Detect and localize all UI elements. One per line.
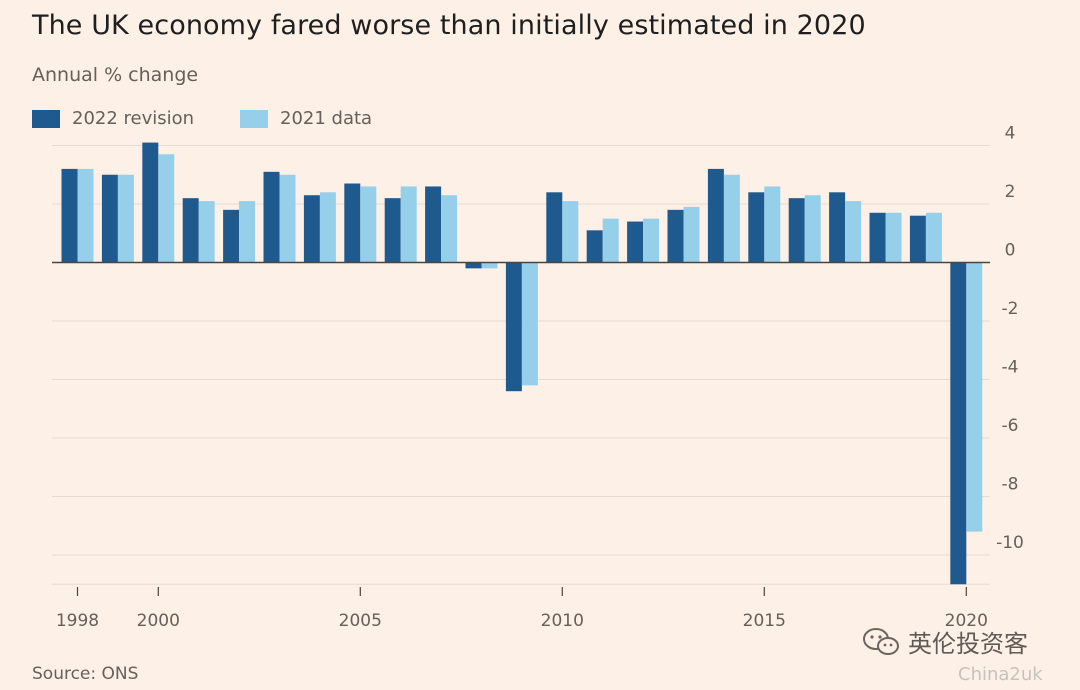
bar-2022-revision-2003	[263, 171, 280, 263]
legend-item-2021-data: 2021 data	[240, 108, 372, 129]
bar-2022-revision-2000	[142, 142, 159, 263]
bar-2021-data-2019	[925, 212, 942, 263]
bar-2022-revision-2004	[303, 195, 320, 263]
bar-2022-revision-2017	[829, 192, 846, 263]
y-tick-label: 2	[1005, 182, 1016, 202]
y-tick-label: 4	[1005, 124, 1016, 144]
watermark-text: 英伦投资客	[908, 630, 1028, 658]
bar-2022-revision-2009	[505, 262, 522, 392]
bar-2021-data-2008	[481, 262, 498, 269]
bar-2022-revision-2011	[586, 230, 603, 263]
bar-2021-data-2004	[319, 192, 336, 263]
bar-2021-data-2003	[279, 174, 296, 263]
wechat-icon	[863, 627, 899, 655]
bar-2021-data-2002	[239, 201, 256, 263]
bar-2022-revision-2007	[425, 186, 442, 263]
y-tick-label: -8	[1002, 475, 1019, 495]
bar-2022-revision-2018	[869, 212, 886, 263]
bar-2021-data-2005	[360, 186, 377, 263]
bar-2022-revision-2014	[707, 168, 724, 263]
bar-2022-revision-1998	[61, 168, 78, 263]
bar-2021-data-2001	[198, 201, 215, 263]
x-tick-label: 2020	[945, 611, 988, 631]
bar-2022-revision-2012	[627, 221, 644, 263]
chart-subtitle: Annual % change	[32, 64, 199, 86]
bar-2022-revision-2015	[748, 192, 765, 263]
bar-2021-data-2011	[602, 218, 619, 263]
legend-swatch-2022-revision	[32, 109, 60, 128]
bar-2022-revision-2013	[667, 209, 684, 263]
x-tick-label: 2015	[743, 611, 786, 631]
bar-2021-data-2018	[885, 212, 902, 263]
bar-2021-data-2012	[643, 218, 660, 263]
bar-2021-data-2006	[400, 186, 417, 263]
legend-label-2022-revision: 2022 revision	[72, 108, 195, 129]
legend-swatch-2021-data	[240, 109, 268, 128]
bar-2022-revision-2001	[182, 198, 199, 263]
bar-2022-revision-2016	[788, 198, 805, 263]
x-tick-label: 2000	[137, 611, 180, 631]
x-tick-label: 2010	[541, 611, 584, 631]
legend-item-2022-revision: 2022 revision	[32, 108, 194, 129]
bar-2021-data-2007	[441, 195, 458, 263]
bar-2022-revision-2008	[465, 262, 482, 269]
y-tick-label: 0	[1005, 241, 1016, 261]
bar-2021-data-2020	[966, 262, 983, 532]
bar-2021-data-2000	[158, 154, 175, 263]
chart-title: The UK economy fared worse than initiall…	[32, 10, 866, 41]
watermark: 英伦投资客	[862, 624, 1028, 659]
bar-2022-revision-2002	[223, 209, 240, 263]
bar-2021-data-2010	[562, 201, 579, 263]
bar-2022-revision-2019	[909, 215, 926, 263]
bar-2021-data-2017	[845, 201, 862, 263]
bar-2021-data-2015	[764, 186, 781, 263]
y-tick-label: -2	[1002, 299, 1019, 319]
bar-2021-data-2009	[521, 262, 538, 386]
bar-2022-revision-1999	[101, 174, 118, 263]
x-tick-label: 1998	[56, 611, 99, 631]
x-tick-label: 2005	[339, 611, 382, 631]
bar-2021-data-2013	[683, 206, 700, 263]
legend-label-2021-data: 2021 data	[280, 108, 373, 129]
bar-2022-revision-2005	[344, 183, 361, 263]
bar-2021-data-2016	[804, 195, 821, 263]
bar-2022-revision-2010	[546, 192, 563, 263]
bar-2022-revision-2006	[384, 198, 401, 263]
bar-2021-data-1999	[117, 174, 134, 263]
watermark-sub: China2uk	[958, 664, 1043, 685]
y-tick-label: -4	[1002, 358, 1019, 378]
bar-2021-data-2014	[723, 174, 740, 263]
bar-2021-data-1998	[77, 168, 94, 263]
chart-source: Source: ONS	[32, 664, 139, 684]
y-tick-label: -10	[996, 533, 1024, 553]
bar-2022-revision-2020	[950, 262, 967, 585]
y-tick-label: -6	[1002, 416, 1019, 436]
